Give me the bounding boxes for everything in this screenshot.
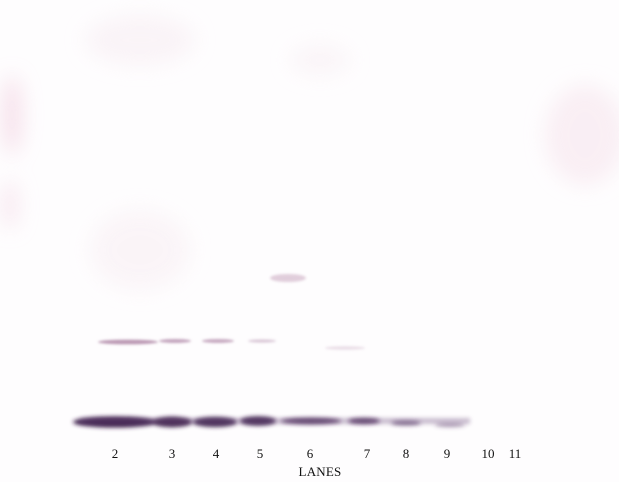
faint-spot xyxy=(270,274,306,282)
lane-label-5: 5 xyxy=(256,446,264,461)
membrane-stains xyxy=(2,15,619,290)
faint-upper-band xyxy=(98,339,365,350)
lane-label-4: 4 xyxy=(212,446,220,461)
lane-label-11: 11 xyxy=(508,446,522,461)
lane-label-7: 7 xyxy=(363,446,371,461)
lane-label-2: 2 xyxy=(111,446,119,461)
lane-label-3: 3 xyxy=(168,446,176,461)
lanes-title: LANES xyxy=(298,464,342,479)
lane-label-6: 6 xyxy=(306,446,314,461)
lane-label-10: 10 xyxy=(481,446,495,461)
lane-label-8: 8 xyxy=(402,446,410,461)
lane-label-9: 9 xyxy=(443,446,451,461)
band-smear xyxy=(80,418,470,424)
